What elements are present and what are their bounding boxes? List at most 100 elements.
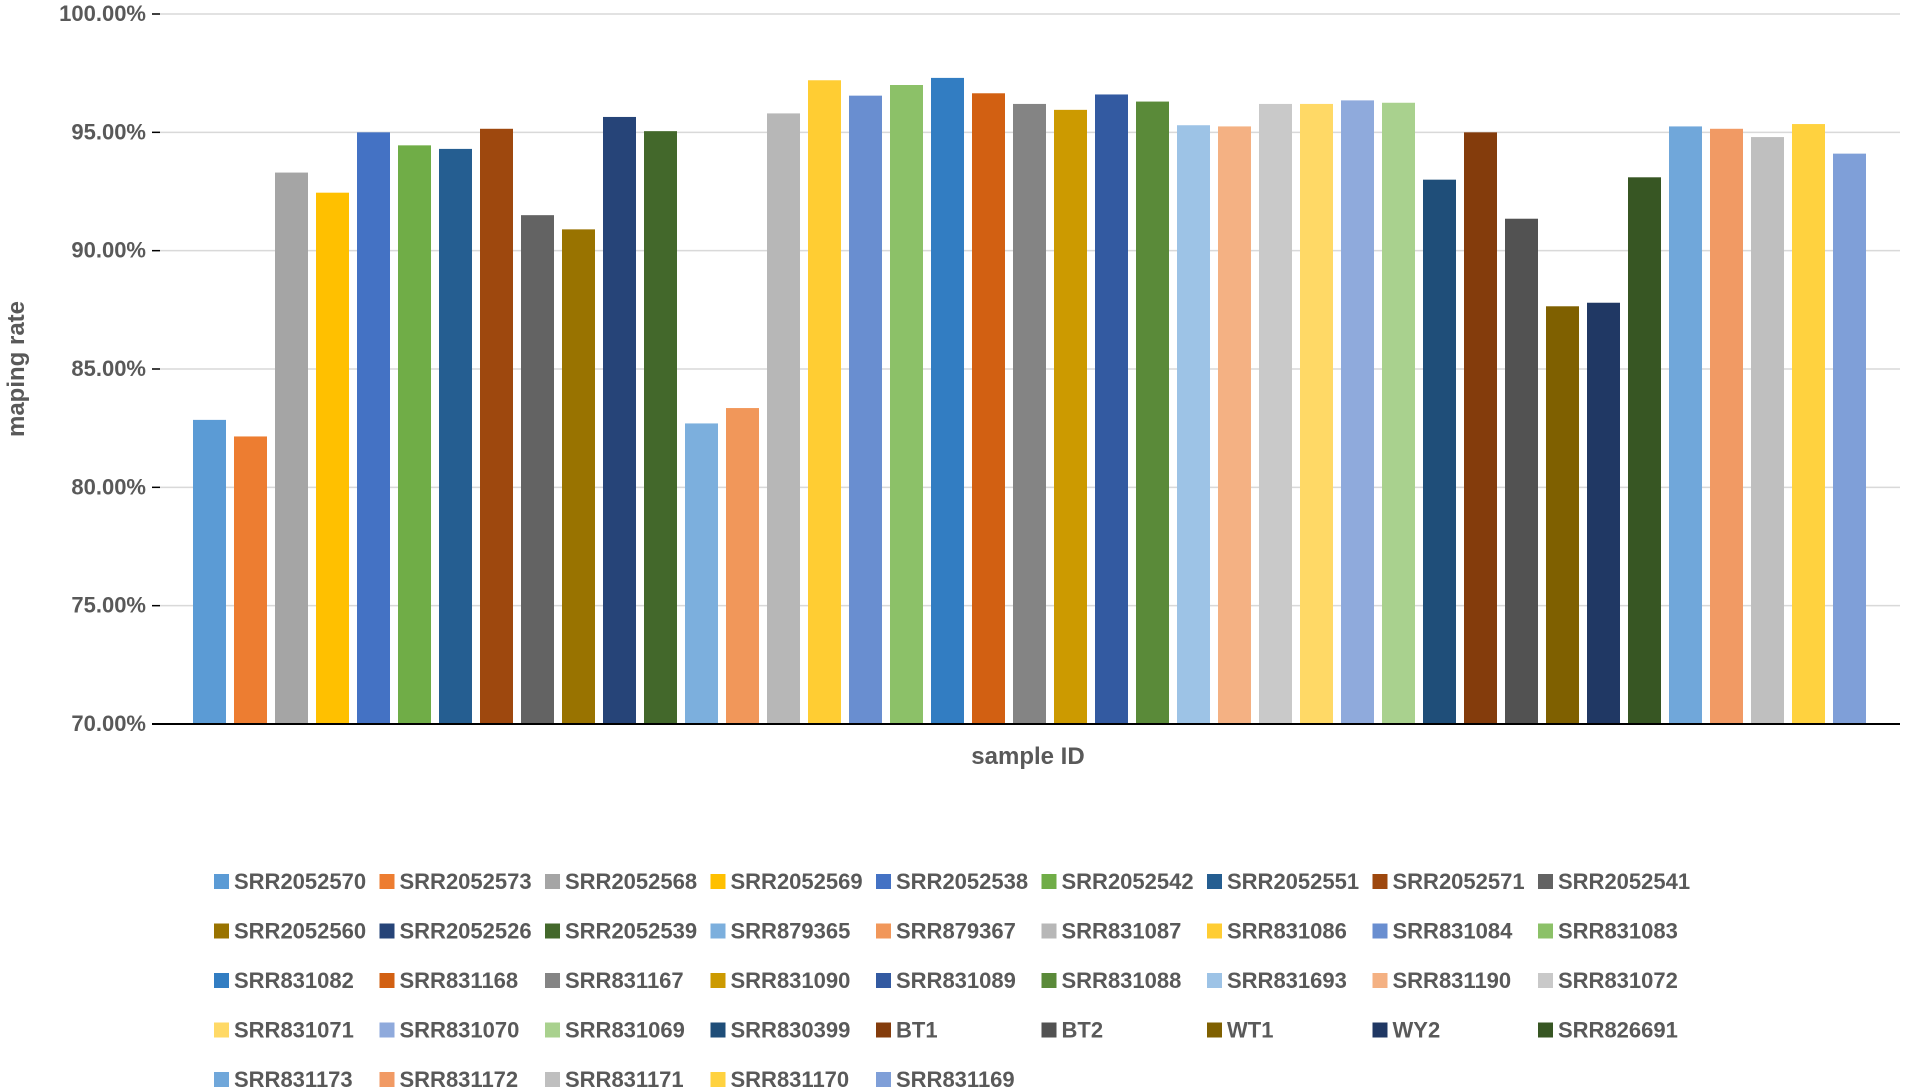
legend-swatch [379, 1072, 395, 1087]
y-axis-title: maping rate [3, 301, 30, 437]
legend-swatch [710, 874, 726, 889]
bar-SRR831090 [1054, 109, 1087, 725]
bar-SRR831070 [1341, 100, 1374, 725]
bar-SRR831172 [1710, 128, 1743, 725]
legend-swatch [710, 1072, 726, 1087]
legend-label: SRR879367 [896, 919, 1016, 944]
bar-SRR826691 [1628, 177, 1661, 725]
bar-SRR2052573 [234, 436, 267, 724]
legend-label: SRR2052570 [234, 869, 366, 894]
legend-swatch [710, 1022, 726, 1038]
legend-swatch [1538, 923, 1553, 939]
legend-label: SRR2052539 [565, 919, 697, 944]
legend-swatch [1372, 923, 1388, 939]
bar-SRR2052542 [398, 145, 431, 725]
bar-SRR831087 [767, 113, 800, 724]
legend-swatch [710, 923, 726, 939]
legend-swatch [379, 1022, 395, 1038]
bar-SRR831167 [1013, 103, 1046, 724]
legend-swatch [876, 973, 891, 988]
y-tick-label: 95.00% [71, 119, 146, 144]
bar-SRR2052539 [644, 131, 677, 724]
bar-SRR831072 [1259, 103, 1292, 724]
legend-label: SRR2052568 [565, 869, 697, 894]
legend-swatch [1041, 1022, 1057, 1038]
legend-label: SRR831083 [1558, 919, 1678, 944]
bar-SRR831170 [1792, 124, 1825, 725]
y-tick-label: 100.00% [59, 1, 146, 26]
legend-swatch [545, 973, 560, 988]
legend-label: SRR831167 [565, 968, 684, 993]
legend-label: SRR831190 [1393, 968, 1512, 993]
legend-label: SRR879365 [731, 919, 851, 944]
bar-SRR830399 [1423, 179, 1456, 724]
legend-label: SRR826691 [1558, 1018, 1678, 1043]
bar-SRR831168 [972, 93, 1005, 725]
legend-label: SRR831071 [234, 1018, 354, 1043]
legend-label: SRR830399 [731, 1018, 851, 1043]
y-tick-label: 70.00% [71, 711, 146, 736]
legend-swatch [545, 1072, 560, 1087]
bar-SRR2052560 [562, 229, 595, 724]
bar-SRR831088 [1136, 101, 1169, 725]
legend-swatch [876, 874, 891, 889]
legend-swatch [545, 923, 560, 939]
legend-swatch [214, 1022, 229, 1038]
legend-swatch [1207, 973, 1222, 988]
legend-label: SRR831693 [1227, 968, 1347, 993]
legend: SRR2052570 SRR2052573 SRR2052568 SRR2052569… [214, 869, 1690, 1090]
y-tick-label: 80.00% [71, 474, 146, 499]
bar-SRR2052526 [603, 116, 636, 724]
legend-label: SRR831088 [1062, 968, 1182, 993]
legend-label: SRR831086 [1227, 919, 1347, 944]
bars [193, 77, 1866, 725]
bar-SRR831083 [890, 85, 923, 724]
legend-label: SRR831087 [1062, 919, 1182, 944]
legend-swatch [876, 923, 891, 939]
bar-SRR2052541 [521, 215, 554, 724]
legend-swatch [1372, 973, 1388, 988]
legend-label: SRR2052551 [1227, 869, 1359, 894]
legend-label: SRR831168 [400, 968, 519, 993]
bar-SRR831173 [1669, 126, 1702, 724]
y-tick-label: 90.00% [71, 238, 146, 263]
legend-swatch [379, 973, 395, 988]
legend-label: SRR831172 [400, 1067, 519, 1090]
legend-label: SRR831089 [896, 968, 1016, 993]
legend-label: SRR831082 [234, 968, 354, 993]
bar-SRR831082 [931, 77, 964, 724]
bar-SRR831071 [1300, 103, 1333, 724]
bar-BT1 [1464, 132, 1497, 725]
x-axis-title: sample ID [971, 743, 1084, 770]
bar-SRR2052569 [316, 192, 349, 724]
legend-swatch [1041, 973, 1057, 988]
legend-swatch [1207, 874, 1222, 889]
bar-SRR2052568 [275, 172, 308, 725]
legend-label: SRR2052538 [896, 869, 1028, 894]
bar-SRR831084 [849, 95, 882, 724]
bar-BT2 [1505, 218, 1538, 724]
bar-SRR831693 [1177, 125, 1210, 724]
bar-SRR2052570 [193, 419, 226, 724]
legend-swatch [1372, 874, 1388, 889]
legend-swatch [1207, 1022, 1222, 1038]
legend-label: SRR2052542 [1062, 869, 1194, 894]
legend-label: SRR2052571 [1393, 869, 1525, 894]
legend-swatch [710, 973, 726, 988]
legend-label: SRR831069 [565, 1018, 685, 1043]
legend-label: SRR831084 [1393, 919, 1514, 944]
legend-swatch [214, 1072, 229, 1087]
legend-label: SRR831072 [1558, 968, 1678, 993]
bar-SRR879365 [685, 423, 718, 724]
legend-label: SRR831170 [731, 1067, 850, 1090]
legend-label: SRR831070 [400, 1018, 520, 1043]
legend-swatch [1372, 1022, 1388, 1038]
bar-SRR879367 [726, 408, 759, 724]
legend-swatch [1041, 874, 1057, 889]
legend-swatch [545, 1022, 560, 1038]
legend-swatch [214, 874, 229, 889]
legend-swatch [876, 1072, 891, 1087]
bar-WT1 [1546, 306, 1579, 724]
legend-label: BT2 [1062, 1018, 1104, 1043]
